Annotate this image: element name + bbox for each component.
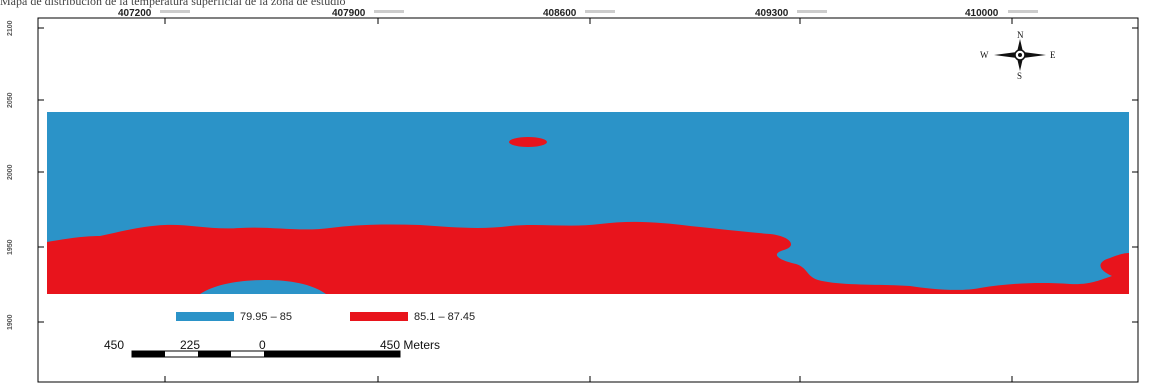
legend-swatch-cool (176, 312, 234, 321)
y-tick-label: 1950 (7, 239, 14, 255)
figure-caption: Mapa de distribución de la temperatura s… (0, 0, 346, 8)
scale-label: 225 (180, 338, 200, 352)
region-cool-inlet (200, 280, 326, 294)
compass-south-label: S (1017, 71, 1022, 81)
compass-west-label: W (980, 50, 989, 60)
compass-east-label: E (1050, 50, 1056, 60)
hot-spot (509, 137, 547, 147)
y-axis: 2100 2050 2000 1950 1900 (7, 20, 1138, 330)
legend-label-cool: 79.95 – 85 (240, 311, 292, 323)
region-hot (47, 221, 1129, 294)
y-tick-label: 2050 (7, 92, 14, 108)
x-tick-label: 409300 (755, 8, 789, 19)
x-axis-top: 407200 407900 408600 409300 410000 (118, 8, 1038, 24)
legend-label-hot: 85.1 – 87.45 (414, 311, 475, 323)
x-tick-label: 408600 (543, 8, 577, 19)
scale-label: 450 Meters (380, 338, 440, 352)
legend-swatch-hot (350, 312, 408, 321)
north-arrow: N S E W (980, 30, 1056, 81)
y-tick-label: 2100 (7, 20, 14, 36)
map-frame (37, 17, 1139, 383)
y-tick-label: 1900 (7, 314, 14, 330)
x-tick-label: 407900 (332, 8, 366, 19)
x-axis-bottom (164, 376, 1013, 382)
x-tick-label: 410000 (965, 8, 999, 19)
x-tick-label: 407200 (118, 8, 152, 19)
scale-bar: 450 225 0 450 Meters (104, 338, 440, 358)
compass-north-label: N (1017, 30, 1024, 40)
scale-label: 0 (259, 338, 266, 352)
legend: 79.95 – 85 85.1 – 87.45 (176, 311, 475, 323)
scale-label: 450 (104, 338, 124, 352)
y-tick-label: 2000 (7, 164, 14, 180)
